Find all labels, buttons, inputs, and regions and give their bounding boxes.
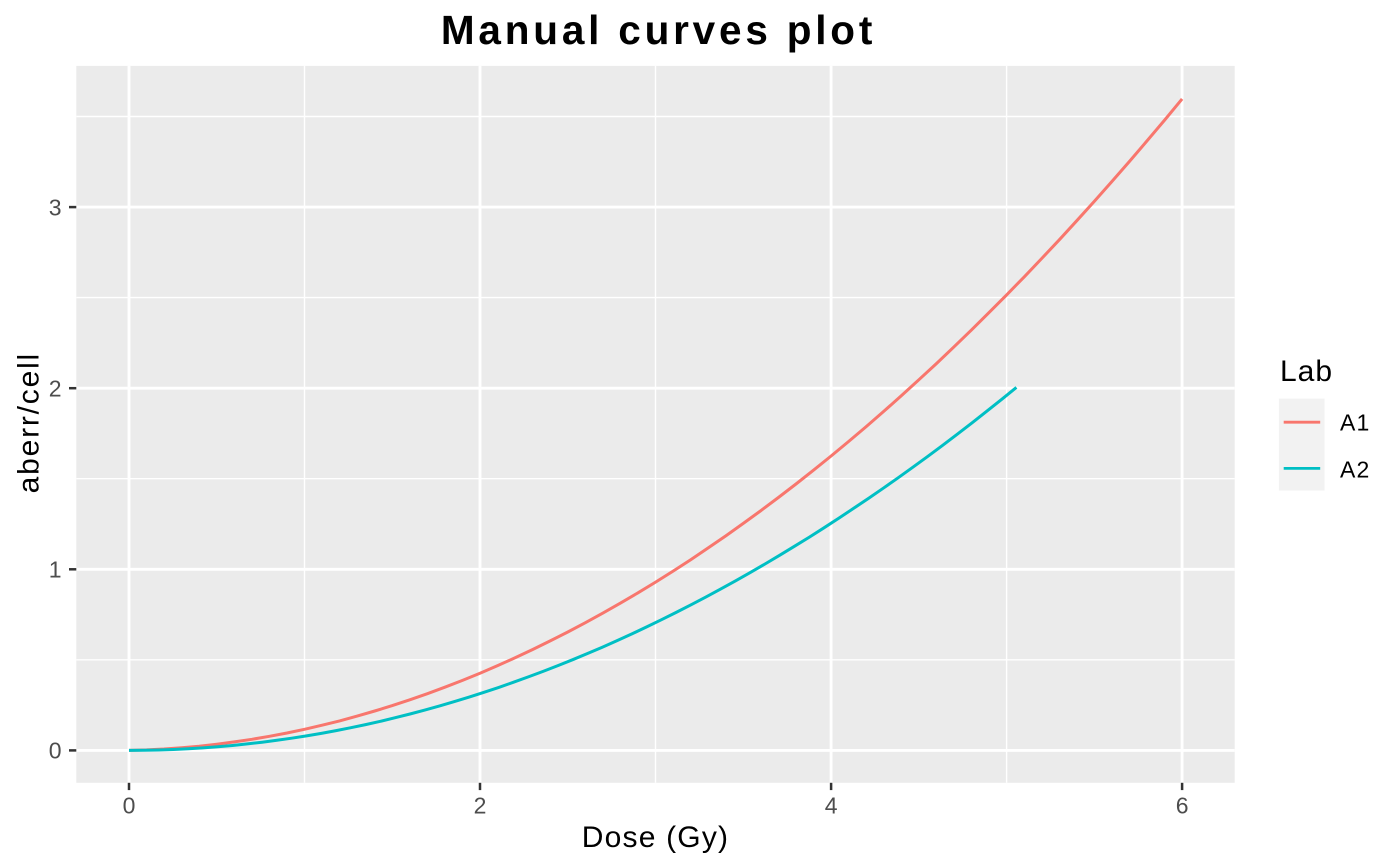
svg-text:0: 0 [49, 738, 62, 764]
svg-text:Dose (Gy): Dose (Gy) [582, 821, 730, 854]
svg-text:A1: A1 [1340, 410, 1371, 436]
svg-text:4: 4 [825, 792, 838, 818]
svg-text:2: 2 [49, 375, 62, 401]
svg-text:Manual curves plot: Manual curves plot [441, 7, 876, 53]
svg-text:0: 0 [123, 792, 136, 818]
svg-text:2: 2 [474, 792, 487, 818]
svg-text:1: 1 [49, 557, 62, 583]
svg-text:6: 6 [1176, 792, 1189, 818]
svg-text:A2: A2 [1340, 457, 1371, 483]
svg-text:3: 3 [49, 194, 62, 220]
svg-text:Lab: Lab [1280, 355, 1333, 388]
svg-text:aberr/cell: aberr/cell [12, 352, 45, 493]
